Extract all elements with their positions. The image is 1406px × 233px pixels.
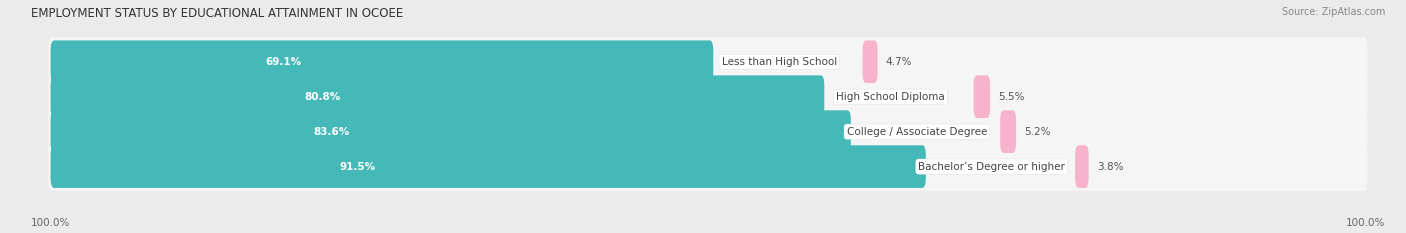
FancyBboxPatch shape <box>51 41 713 83</box>
FancyBboxPatch shape <box>51 110 851 153</box>
FancyBboxPatch shape <box>862 41 877 83</box>
Text: 100.0%: 100.0% <box>31 218 70 228</box>
FancyBboxPatch shape <box>51 145 925 188</box>
Text: Bachelor’s Degree or higher: Bachelor’s Degree or higher <box>918 162 1066 171</box>
FancyBboxPatch shape <box>48 138 1368 195</box>
Text: Less than High School: Less than High School <box>721 57 837 67</box>
FancyBboxPatch shape <box>1000 110 1017 153</box>
FancyBboxPatch shape <box>48 69 1368 125</box>
FancyBboxPatch shape <box>48 34 1368 90</box>
FancyBboxPatch shape <box>51 75 824 118</box>
Text: 5.2%: 5.2% <box>1024 127 1050 137</box>
Text: 100.0%: 100.0% <box>1346 218 1385 228</box>
FancyBboxPatch shape <box>1076 145 1088 188</box>
Text: 69.1%: 69.1% <box>266 57 302 67</box>
Text: 3.8%: 3.8% <box>1097 162 1123 171</box>
Text: 91.5%: 91.5% <box>340 162 375 171</box>
Text: 83.6%: 83.6% <box>314 127 350 137</box>
Text: 5.5%: 5.5% <box>998 92 1025 102</box>
FancyBboxPatch shape <box>48 103 1368 160</box>
Text: EMPLOYMENT STATUS BY EDUCATIONAL ATTAINMENT IN OCOEE: EMPLOYMENT STATUS BY EDUCATIONAL ATTAINM… <box>31 7 404 20</box>
Text: College / Associate Degree: College / Associate Degree <box>846 127 987 137</box>
Text: Source: ZipAtlas.com: Source: ZipAtlas.com <box>1281 7 1385 17</box>
Text: High School Diploma: High School Diploma <box>837 92 945 102</box>
Text: 80.8%: 80.8% <box>304 92 340 102</box>
FancyBboxPatch shape <box>973 75 990 118</box>
Text: 4.7%: 4.7% <box>886 57 912 67</box>
